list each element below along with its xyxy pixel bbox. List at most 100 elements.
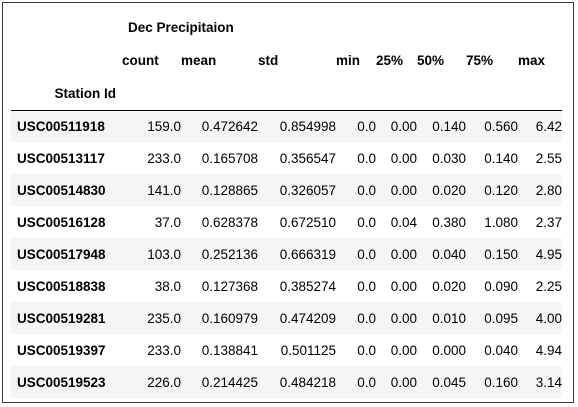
blank-header-cell <box>122 77 562 110</box>
cell-std: 0.854998 <box>258 109 336 142</box>
cell-count: 103.0 <box>147 246 181 262</box>
cell-min: 0.0 <box>357 374 376 390</box>
cell-mean: 0.128865 <box>201 182 258 198</box>
cell-max: 2.55 <box>535 150 562 166</box>
table-row: USC00519523 226.0 0.214425 0.484218 0.0 0.00 0… <box>11 366 562 398</box>
cell-75pct: 0.120 <box>484 182 518 198</box>
cell-25pct: 0.04 <box>390 214 417 230</box>
cell-50pct: 0.020 <box>432 182 466 198</box>
cell-min: 0.0 <box>357 182 376 198</box>
station-id-cell: USC00516128 <box>17 214 106 230</box>
cell-50pct: 0.140 <box>417 109 466 142</box>
cell-50pct: 0.010 <box>432 310 466 326</box>
cell-25pct: 0.00 <box>390 150 417 166</box>
dataframe-output: Dec Precipitaion count mean std min 25% … <box>2 2 574 403</box>
cell-25pct: 0.00 <box>390 246 417 262</box>
table-row: USC00519281 235.0 0.160979 0.474209 0.0 0.00 0… <box>11 302 562 334</box>
cell-count: 233.0 <box>147 150 181 166</box>
cell-min: 0.0 <box>357 278 376 294</box>
cell-25pct: 0.00 <box>390 310 417 326</box>
cell-75pct: 0.150 <box>484 246 518 262</box>
cell-25pct: 0.00 <box>390 342 417 358</box>
cell-max: 2.25 <box>535 278 562 294</box>
cell-max: 4.94 <box>535 342 562 358</box>
cell-75pct: 0.040 <box>484 342 518 358</box>
column-header-25pct: 25% <box>376 53 404 68</box>
group-header: Dec Precipitaion <box>128 20 234 35</box>
cell-std: 0.474209 <box>279 310 336 326</box>
cell-count: 226.0 <box>147 374 181 390</box>
describe-table: Dec Precipitaion count mean std min 25% … <box>11 11 562 398</box>
table-row: USC00511918 159.0 0.472642 0.854998 0.0 0.00 0… <box>11 109 562 142</box>
cell-std: 0.666319 <box>279 246 336 262</box>
column-header-max: max <box>518 53 546 68</box>
cell-mean: 0.252136 <box>201 246 258 262</box>
cell-count: 235.0 <box>147 310 181 326</box>
cell-25pct: 0.00 <box>390 278 417 294</box>
cell-max: 4.00 <box>535 310 562 326</box>
cell-max: 2.37 <box>535 214 562 230</box>
cell-75pct: 0.140 <box>484 150 518 166</box>
cell-75pct: 0.090 <box>484 278 518 294</box>
station-id-cell: USC00519281 <box>17 310 106 326</box>
station-id-cell: USC00519523 <box>17 374 106 390</box>
index-header-row: Station Id <box>11 77 562 110</box>
cell-mean: 0.165708 <box>201 150 258 166</box>
station-id-cell: USC00517948 <box>17 246 106 262</box>
cell-50pct: 0.020 <box>432 278 466 294</box>
cell-std: 0.672510 <box>279 214 336 230</box>
cell-mean: 0.160979 <box>201 310 258 326</box>
cell-25pct: 0.00 <box>376 109 417 142</box>
cell-50pct: 0.045 <box>432 374 466 390</box>
table-row: USC00517948 103.0 0.252136 0.666319 0.0 0.00 0… <box>11 238 562 270</box>
column-header-min: min <box>336 53 361 68</box>
cell-min: 0.0 <box>357 310 376 326</box>
blank-header-cell <box>11 11 122 44</box>
cell-75pct: 0.560 <box>466 109 518 142</box>
cell-mean: 0.628378 <box>201 214 258 230</box>
column-header-count: count <box>122 53 159 68</box>
cell-max: 3.14 <box>535 374 562 390</box>
cell-25pct: 0.00 <box>390 374 417 390</box>
cell-min: 0.0 <box>357 150 376 166</box>
cell-max: 6.42 <box>518 109 562 142</box>
cell-std: 0.501125 <box>280 342 336 358</box>
cell-mean: 0.472642 <box>181 109 258 142</box>
cell-25pct: 0.00 <box>390 182 417 198</box>
cell-max: 2.80 <box>535 182 562 198</box>
cell-mean: 0.127368 <box>201 278 258 294</box>
cell-count: 37.0 <box>154 214 181 230</box>
table-row: USC00513117 233.0 0.165708 0.356547 0.0 0.00 0… <box>11 142 562 174</box>
station-id-cell: USC00513117 <box>17 150 105 166</box>
cell-count: 141.0 <box>147 182 181 198</box>
table-row: USC00519397 233.0 0.138841 0.501125 0.0 0.00 0… <box>11 334 562 366</box>
column-header-mean: mean <box>181 53 217 68</box>
table-row: USC00518838 38.0 0.127368 0.385274 0.0 0.00 0.… <box>11 270 562 302</box>
cell-min: 0.0 <box>357 246 376 262</box>
group-header-row: Dec Precipitaion <box>11 11 562 44</box>
index-name: Station Id <box>54 85 117 101</box>
station-id-cell: USC00519397 <box>17 342 106 358</box>
cell-50pct: 0.000 <box>432 342 466 358</box>
cell-max: 4.95 <box>535 246 562 262</box>
cell-std: 0.356547 <box>279 150 336 166</box>
station-id-cell: USC00518838 <box>17 278 106 294</box>
cell-mean: 0.214425 <box>201 374 258 390</box>
cell-min: 0.0 <box>336 109 376 142</box>
cell-50pct: 0.030 <box>432 150 466 166</box>
table-row: USC00516128 37.0 0.628378 0.672510 0.0 0.04 0.… <box>11 206 562 238</box>
cell-75pct: 0.160 <box>484 374 518 390</box>
cell-std: 0.385274 <box>279 278 336 294</box>
station-id-cell: USC00511918 <box>11 109 122 142</box>
cell-min: 0.0 <box>357 342 376 358</box>
cell-75pct: 0.095 <box>484 310 518 326</box>
cell-min: 0.0 <box>357 214 376 230</box>
column-header-row: count mean std min 25% 50% 75% max <box>11 44 562 77</box>
cell-count: 159.0 <box>122 109 181 142</box>
column-header-std: std <box>258 53 279 68</box>
column-header-75pct: 75% <box>466 53 494 68</box>
column-header-50pct: 50% <box>417 53 445 68</box>
blank-header-cell <box>11 44 122 77</box>
cell-mean: 0.138841 <box>201 342 258 358</box>
cell-std: 0.326057 <box>279 182 336 198</box>
